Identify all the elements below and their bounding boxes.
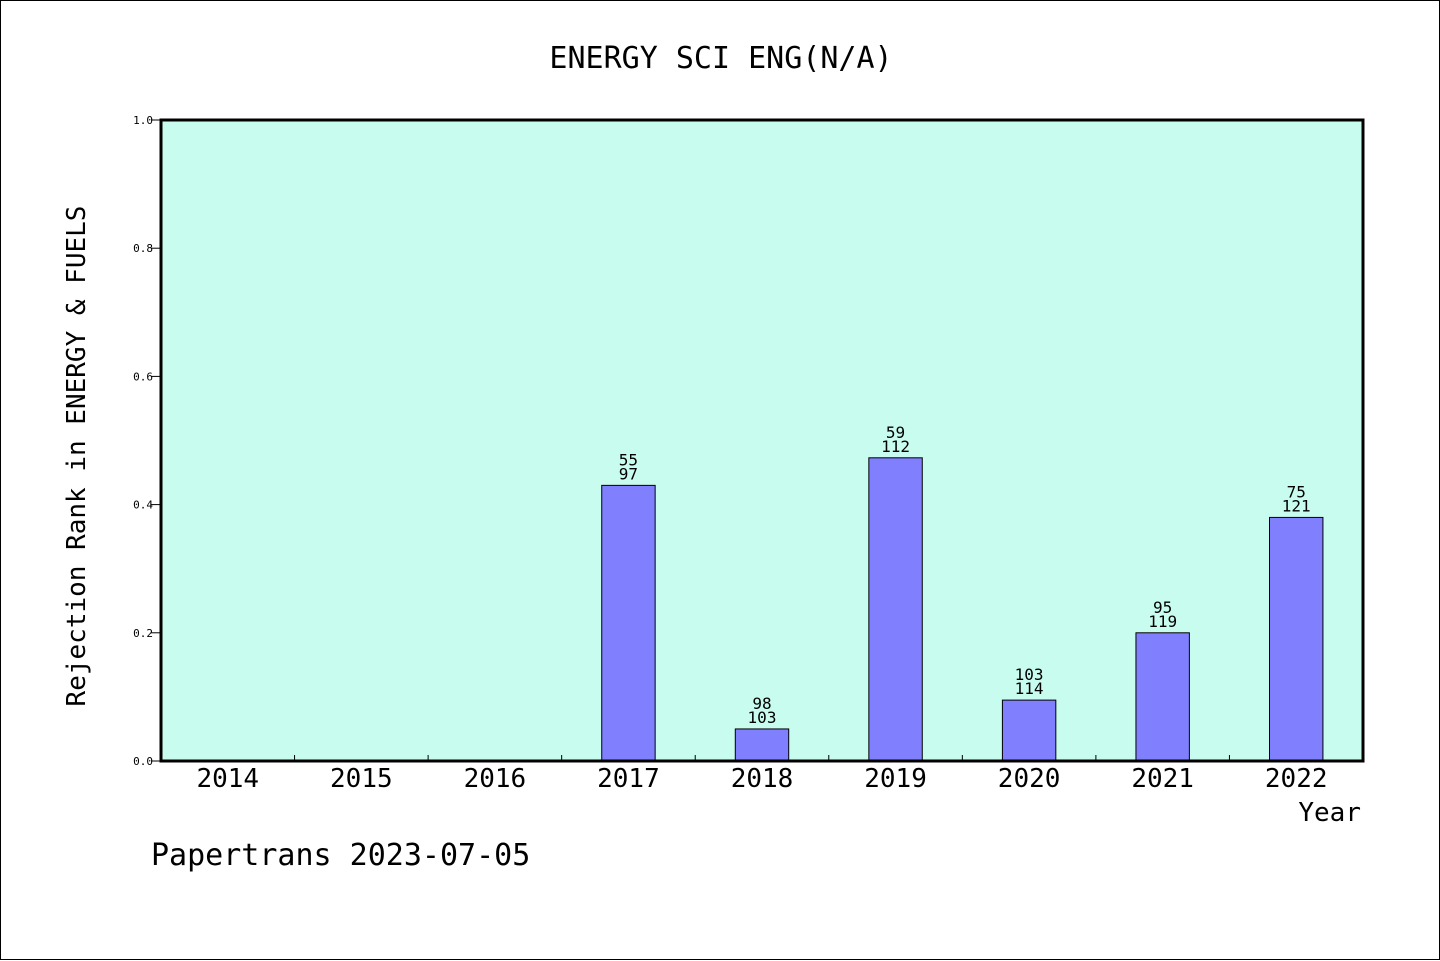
x-tick-label: 2020 <box>998 764 1061 794</box>
y-tick-label: 0.0 <box>133 755 153 768</box>
bar-label-top: 98 <box>752 694 771 713</box>
x-axis-label: Year <box>1298 798 1361 828</box>
y-tick-label: 1.0 <box>133 114 153 127</box>
x-tick-label: 2017 <box>597 764 660 794</box>
footer-text: Papertrans 2023-07-05 <box>151 838 530 873</box>
bar <box>1001 699 1057 762</box>
bar-label-top: 95 <box>1153 598 1172 617</box>
plot-border <box>159 118 1365 763</box>
y-tick-label: 0.8 <box>133 242 153 255</box>
x-axis-ticks: 2014 2015 2016 2017 2018 2019 2020 2021 2022 <box>196 755 1328 794</box>
x-tick-label: 2018 <box>731 764 794 794</box>
y-axis-label: Rejection Rank in ENERGY & FUELS <box>62 206 92 707</box>
y-tick-label: 0.4 <box>133 499 153 512</box>
x-tick-label: 2019 <box>864 764 927 794</box>
x-tick-label: 2022 <box>1265 764 1328 794</box>
bar-label-bottom: 121 <box>1282 496 1311 515</box>
bar <box>734 728 790 762</box>
bar <box>601 484 656 762</box>
bar-label-top: 103 <box>1015 665 1044 684</box>
bar-label-bottom: 103 <box>748 708 777 727</box>
bar-label-bottom: 114 <box>1015 679 1044 698</box>
bar <box>1135 632 1190 762</box>
bar-label-bottom: 97 <box>619 464 638 483</box>
y-tick-label: 0.6 <box>133 370 153 383</box>
bar-label-bottom: 119 <box>1148 612 1177 631</box>
x-tick-label: 2016 <box>464 764 527 794</box>
bar-label-top: 59 <box>886 423 905 442</box>
y-axis-ticks: 0.0 0.2 0.4 0.6 0.8 1.0 <box>133 114 161 768</box>
y-tick-label: 0.2 <box>133 627 153 640</box>
bar-label-top: 55 <box>619 450 638 469</box>
x-tick-label: 2015 <box>330 764 393 794</box>
bar <box>1269 516 1324 762</box>
bar <box>868 457 923 762</box>
x-tick-label: 2021 <box>1131 764 1194 794</box>
bar-label-top: 75 <box>1287 482 1306 501</box>
x-tick-label: 2014 <box>196 764 259 794</box>
chart-title: ENERGY SCI ENG(N/A) <box>549 41 892 76</box>
bar-label-bottom: 112 <box>881 437 910 456</box>
